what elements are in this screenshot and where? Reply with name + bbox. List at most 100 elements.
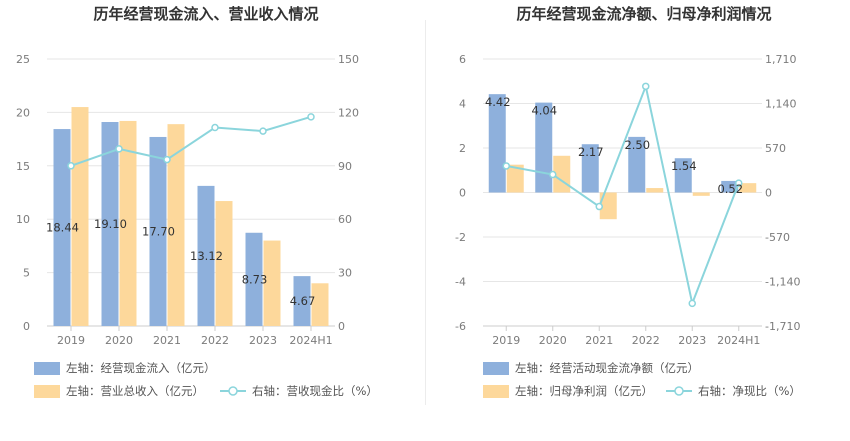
- y-left-tick-label: -4: [455, 276, 466, 289]
- y-left-tick-label: 2: [459, 142, 466, 155]
- legend-label-ratio: 右轴：净现比（%）: [698, 384, 801, 398]
- y-left-tick-label: 0: [459, 187, 466, 200]
- bar-data-label: 13.12: [190, 249, 223, 263]
- y-right-tick-label: 1,710: [765, 53, 797, 66]
- y-left-tick-label: 0: [23, 320, 30, 333]
- y-right-tick-label: -1,140: [765, 276, 800, 289]
- bar-data-label: 17.70: [142, 224, 175, 238]
- bar-primary: [197, 185, 215, 326]
- bar-secondary: [311, 283, 329, 326]
- legend-swatch-secondary: [34, 385, 60, 398]
- bar-data-label: 19.10: [94, 217, 127, 231]
- legend-label-secondary: 左轴：归母净利润（亿元）: [515, 384, 653, 398]
- legend-line-marker: [674, 386, 684, 396]
- bar-primary: [674, 158, 692, 193]
- bar-secondary: [599, 192, 617, 220]
- legend-label-primary: 左轴：经营现金流入（亿元）: [66, 361, 216, 375]
- bar-secondary: [263, 240, 281, 326]
- y-left-tick-label: -6: [455, 320, 466, 333]
- legend-swatch-primary: [483, 362, 509, 375]
- y-right-tick-label: 150: [338, 53, 359, 66]
- ratio-point: [307, 113, 315, 121]
- ratio-point: [259, 127, 267, 135]
- y-right-tick-label: 90: [338, 160, 352, 173]
- bar-data-label: 2.17: [578, 145, 604, 159]
- x-tick-label: 2020: [105, 334, 133, 347]
- x-tick-label: 2022: [201, 334, 229, 347]
- ratio-point: [115, 145, 123, 153]
- legend-label-ratio: 右轴：营收现金比（%）: [252, 384, 378, 398]
- bar-primary: [101, 122, 119, 327]
- chart-right-svg: 历年经营现金流净额、归母净利润情况 -6 -4 -2 0 2 4 6 -1,710 -1,140 -…: [455, 5, 801, 398]
- ratio-point: [163, 155, 171, 164]
- y-left-tick-label: 20: [16, 106, 30, 119]
- cash-inflow-revenue-chart: 历年经营现金流入、营业收入情况 0 5 10 15 20 25 0 30 60 90 120 150 20…: [0, 0, 425, 437]
- bar-secondary: [692, 192, 710, 196]
- ratio-point: [735, 179, 743, 187]
- y-left-tick-label: 10: [16, 213, 30, 226]
- panel-divider: [425, 20, 426, 405]
- y-right-tick-label: 0: [338, 320, 345, 333]
- x-tick-label: 2024H1: [289, 334, 332, 347]
- chart-title: 历年经营现金流净额、归母净利润情况: [516, 5, 771, 23]
- x-tick-label: 2020: [539, 334, 567, 347]
- y-left-tick-label: 6: [459, 53, 466, 66]
- bar-secondary: [215, 201, 233, 326]
- bar-primary: [488, 94, 506, 193]
- x-tick-label: 2019: [492, 334, 520, 347]
- bar-data-label: 2.50: [624, 138, 650, 152]
- bar-data-label: 8.73: [242, 272, 268, 286]
- ratio-point: [595, 202, 603, 211]
- bar-data-label: 4.42: [485, 95, 511, 109]
- x-tick-label: 2019: [57, 334, 85, 347]
- y-left-tick-label: 5: [23, 267, 30, 280]
- y-right-tick-label: 1,140: [765, 98, 797, 111]
- y-left-tick-label: 4: [459, 98, 466, 111]
- bar-primary: [53, 129, 71, 326]
- y-right-tick-label: 570: [765, 142, 786, 155]
- x-tick-label: 2023: [678, 334, 706, 347]
- y-left-tick-label: -2: [455, 231, 466, 244]
- bar-primary: [245, 232, 263, 326]
- legend-swatch-secondary: [483, 385, 509, 398]
- x-tick-label: 2021: [585, 334, 613, 347]
- ratio-line: [506, 82, 740, 307]
- ratio-point: [67, 162, 75, 170]
- ratio-line: [70, 115, 312, 167]
- net-cash-flow-profit-chart: 历年经营现金流净额、归母净利润情况 -6 -4 -2 0 2 4 6 -1,710 -1,140 -…: [425, 0, 850, 437]
- y-right-tick-label: 120: [338, 106, 359, 119]
- bar-primary: [149, 136, 167, 326]
- bar-primary: [628, 136, 646, 193]
- ratio-point: [688, 299, 696, 308]
- x-tick-label: 2023: [249, 334, 277, 347]
- bar-secondary: [646, 188, 664, 193]
- bar-secondary: [506, 164, 524, 193]
- chart-title: 历年经营现金流入、营业收入情况: [93, 5, 318, 23]
- bar-data-label: 4.67: [290, 294, 316, 308]
- bar-secondary: [739, 183, 757, 193]
- legend-label-primary: 左轴：经营活动现金流净额（亿元）: [515, 361, 699, 375]
- bar-secondary: [71, 107, 89, 326]
- y-right-tick-label: 30: [338, 267, 352, 280]
- x-tick-label: 2021: [153, 334, 181, 347]
- bar-primary: [535, 102, 553, 193]
- bar-secondary: [167, 124, 185, 326]
- bar-primary: [721, 180, 739, 193]
- y-right-tick-label: -1,710: [765, 320, 800, 333]
- legend-swatch-primary: [34, 362, 60, 375]
- chart-left-svg: 历年经营现金流入、营业收入情况 0 5 10 15 20 25 0 30 60 90 120 150 20…: [16, 5, 378, 398]
- y-left-tick-label: 25: [16, 53, 30, 66]
- bar-primary: [293, 276, 311, 326]
- ratio-point: [549, 170, 557, 179]
- legend-label-secondary: 左轴：营业总收入（亿元）: [66, 384, 204, 398]
- ratio-point: [502, 162, 510, 170]
- y-right-tick-label: 60: [338, 213, 352, 226]
- bar-secondary: [119, 120, 137, 326]
- y-right-tick-label: 0: [765, 187, 772, 200]
- y-left-tick-label: 15: [16, 160, 30, 173]
- legend-line-marker: [228, 386, 238, 396]
- bar-primary: [581, 144, 599, 193]
- bar-data-label: 0.52: [717, 182, 743, 196]
- ratio-point: [642, 82, 650, 91]
- x-tick-label: 2022: [632, 334, 660, 347]
